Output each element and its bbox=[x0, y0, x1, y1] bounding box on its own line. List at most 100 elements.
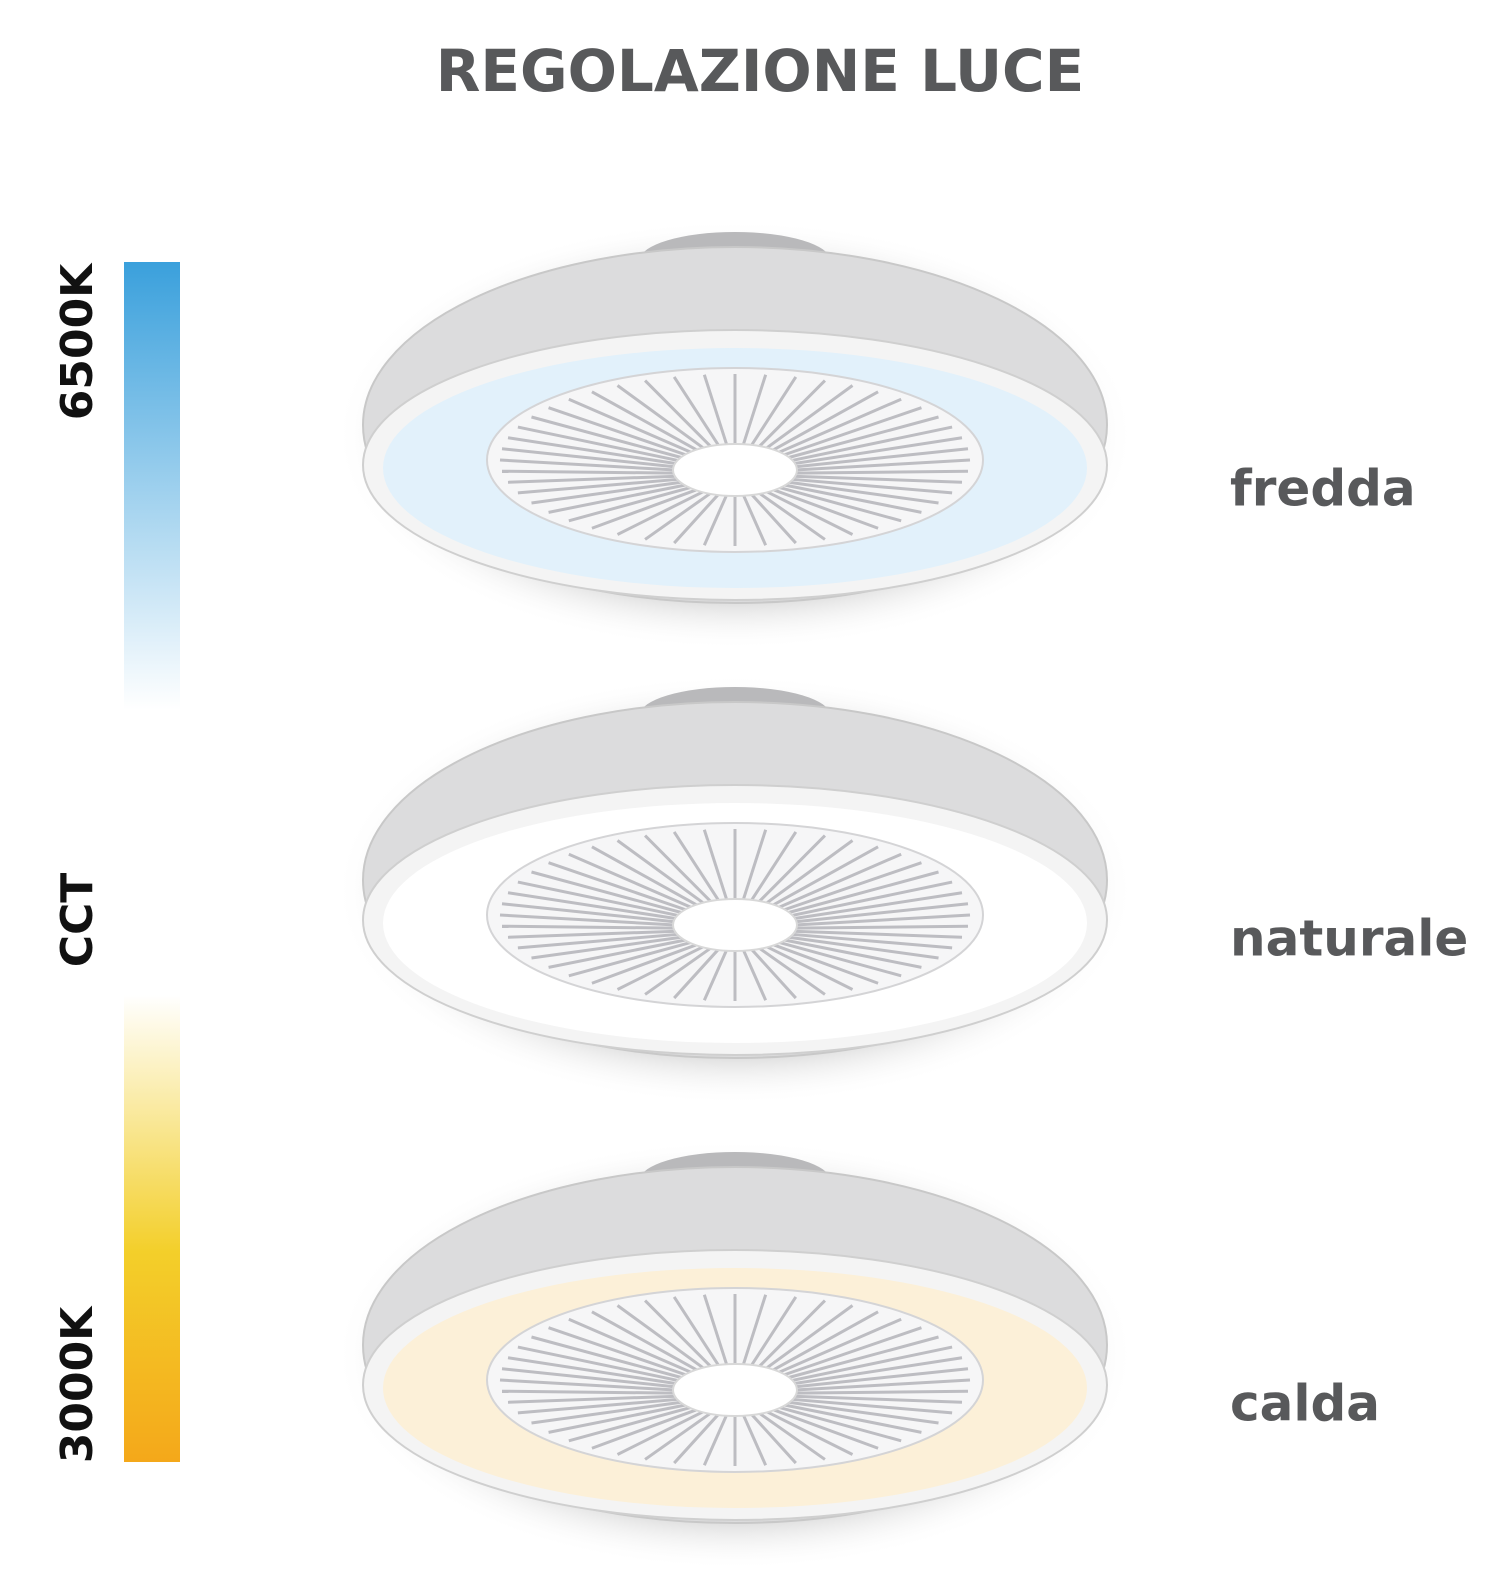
fan-spoke bbox=[517, 1345, 680, 1383]
fan-spoke bbox=[644, 834, 714, 904]
scale-label: 3000K bbox=[52, 1305, 103, 1463]
fan-spoke bbox=[501, 469, 676, 475]
fan-spoke bbox=[673, 492, 721, 545]
fan-spoke bbox=[764, 944, 854, 991]
fan-spoke bbox=[764, 489, 854, 536]
fan-spoke bbox=[749, 831, 798, 903]
fan-spoke bbox=[568, 485, 693, 523]
fan-spoke bbox=[792, 1356, 963, 1386]
fan-spoke bbox=[568, 940, 693, 978]
fan-spoke bbox=[794, 1367, 969, 1389]
fan-spoke bbox=[531, 935, 684, 960]
fan-spoke bbox=[531, 1335, 684, 1380]
fan-hub bbox=[672, 443, 798, 497]
fan-spoke bbox=[782, 861, 922, 912]
fan-spoke bbox=[531, 870, 684, 915]
fan-spoke bbox=[782, 938, 922, 969]
fan-spoke bbox=[548, 938, 688, 969]
fan-spoke bbox=[790, 425, 953, 463]
fan-spoke bbox=[644, 1410, 713, 1461]
fan-spoke bbox=[702, 1413, 729, 1466]
fan-spoke bbox=[531, 480, 684, 505]
fan-spoke bbox=[702, 493, 729, 546]
fan-spoke bbox=[616, 1409, 706, 1456]
fan-spoke bbox=[764, 1409, 854, 1456]
fan-spoke bbox=[499, 1378, 676, 1392]
fan-spoke bbox=[794, 1389, 969, 1395]
fan-spoke bbox=[499, 913, 676, 927]
fan-spoke bbox=[764, 839, 854, 906]
fan-spoke bbox=[501, 1389, 676, 1395]
fan-spoke bbox=[792, 891, 963, 921]
fan-spoke bbox=[749, 376, 798, 448]
fan-spoke bbox=[770, 845, 879, 908]
fan-spoke bbox=[776, 397, 902, 455]
fan-spoke bbox=[777, 1405, 902, 1443]
fan-spoke bbox=[794, 902, 969, 924]
fan-spoke bbox=[517, 425, 680, 463]
fans bbox=[335, 220, 1135, 1570]
fan-spoke bbox=[794, 469, 969, 475]
fan-spoke bbox=[531, 1400, 684, 1425]
fan-spoke bbox=[792, 1394, 963, 1404]
fan-spoke bbox=[794, 458, 971, 472]
fan-spoke bbox=[777, 485, 902, 523]
fan-spoke bbox=[568, 397, 694, 455]
fan-spoke bbox=[794, 924, 969, 930]
fan-spoke bbox=[756, 379, 826, 449]
fan-spoke bbox=[776, 852, 902, 910]
fan-spoke bbox=[517, 1397, 680, 1415]
fan-spoke bbox=[777, 940, 902, 978]
fan-spoke bbox=[616, 1304, 706, 1371]
fan-spoke bbox=[782, 1403, 922, 1434]
fan-spoke bbox=[568, 852, 694, 910]
fan-spoke bbox=[702, 374, 729, 447]
fan-spoke bbox=[501, 1367, 676, 1389]
fan-spoke bbox=[782, 1326, 922, 1377]
fan-spoke bbox=[517, 880, 680, 918]
fan-spoke bbox=[771, 1407, 879, 1450]
fan-spoke bbox=[702, 1294, 729, 1367]
fan-spoke bbox=[507, 891, 678, 921]
fan-spoke bbox=[507, 436, 678, 466]
fan-spoke bbox=[749, 492, 797, 545]
fan-spoke bbox=[756, 834, 826, 904]
fan-spoke bbox=[501, 902, 676, 924]
fan-spoke bbox=[792, 929, 963, 939]
scale-label: 6500K bbox=[52, 262, 103, 420]
fan-spoke bbox=[790, 932, 953, 950]
fan-spoke bbox=[672, 376, 721, 448]
title: REGOLAZIONE LUCE bbox=[436, 37, 1085, 105]
fan-spoke bbox=[673, 1412, 721, 1465]
fan-hub bbox=[672, 898, 798, 952]
fan-spoke bbox=[794, 913, 971, 927]
fan-spoke bbox=[702, 948, 729, 1001]
fan-spoke bbox=[616, 489, 706, 536]
mode-label: naturale bbox=[1230, 910, 1468, 968]
fan-spoke bbox=[517, 477, 680, 495]
fan-spoke bbox=[782, 406, 922, 457]
fan-spoke bbox=[749, 1412, 797, 1465]
fan-spoke bbox=[548, 406, 688, 457]
fan-spoke bbox=[568, 1405, 693, 1443]
fan-spoke bbox=[794, 447, 969, 469]
fan-spoke bbox=[548, 1326, 688, 1377]
fan-spoke bbox=[741, 948, 768, 1001]
fan-spoke bbox=[741, 829, 768, 902]
fan-spoke bbox=[741, 374, 768, 447]
fan-spoke bbox=[616, 944, 706, 991]
fan-spoke bbox=[790, 1397, 953, 1415]
fan-spoke bbox=[499, 458, 676, 472]
fan-spoke bbox=[501, 924, 676, 930]
fan-spoke bbox=[757, 945, 826, 996]
mode-label: calda bbox=[1230, 1375, 1380, 1433]
fan-spoke bbox=[644, 945, 713, 996]
fan-spoke bbox=[756, 1299, 826, 1369]
fan-hub bbox=[672, 1363, 798, 1417]
fan-spoke bbox=[591, 1310, 700, 1373]
fan-spoke bbox=[548, 483, 688, 514]
fan-spoke bbox=[741, 1294, 768, 1367]
fan-spoke bbox=[531, 415, 684, 460]
fan-spoke bbox=[764, 1304, 854, 1371]
fan-spoke bbox=[786, 480, 939, 505]
